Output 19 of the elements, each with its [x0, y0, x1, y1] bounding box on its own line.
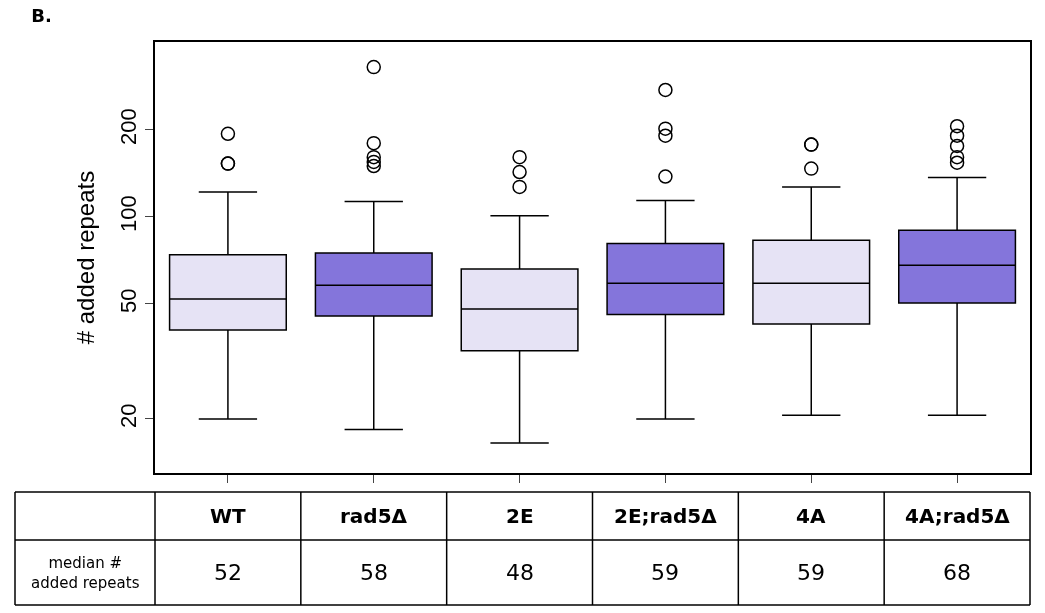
- x-tick-label: 4A: [796, 504, 826, 528]
- text: 59: [797, 560, 825, 585]
- text: median # added repeats: [31, 554, 140, 592]
- y-tick-label: 20: [116, 403, 142, 428]
- text: 58: [360, 560, 388, 585]
- text: 48: [506, 560, 534, 585]
- y-tick-label: 100: [116, 195, 142, 232]
- x-tick-label: 2E: [506, 504, 534, 528]
- text: 68: [943, 560, 971, 585]
- x-tick-label: 2E;rad5Δ: [614, 504, 718, 528]
- y-tick-label: 50: [116, 288, 142, 313]
- text: 59: [651, 560, 679, 585]
- x-tick-label: 4A;rad5Δ: [905, 504, 1011, 528]
- x-tick-label: rad5Δ: [340, 504, 408, 528]
- chart-title: B.: [31, 4, 52, 26]
- text: 52: [214, 560, 242, 585]
- y-axis-title: # added repeats: [72, 170, 100, 345]
- y-tick-label: 200: [116, 108, 142, 145]
- x-tick-label: WT: [210, 504, 247, 528]
